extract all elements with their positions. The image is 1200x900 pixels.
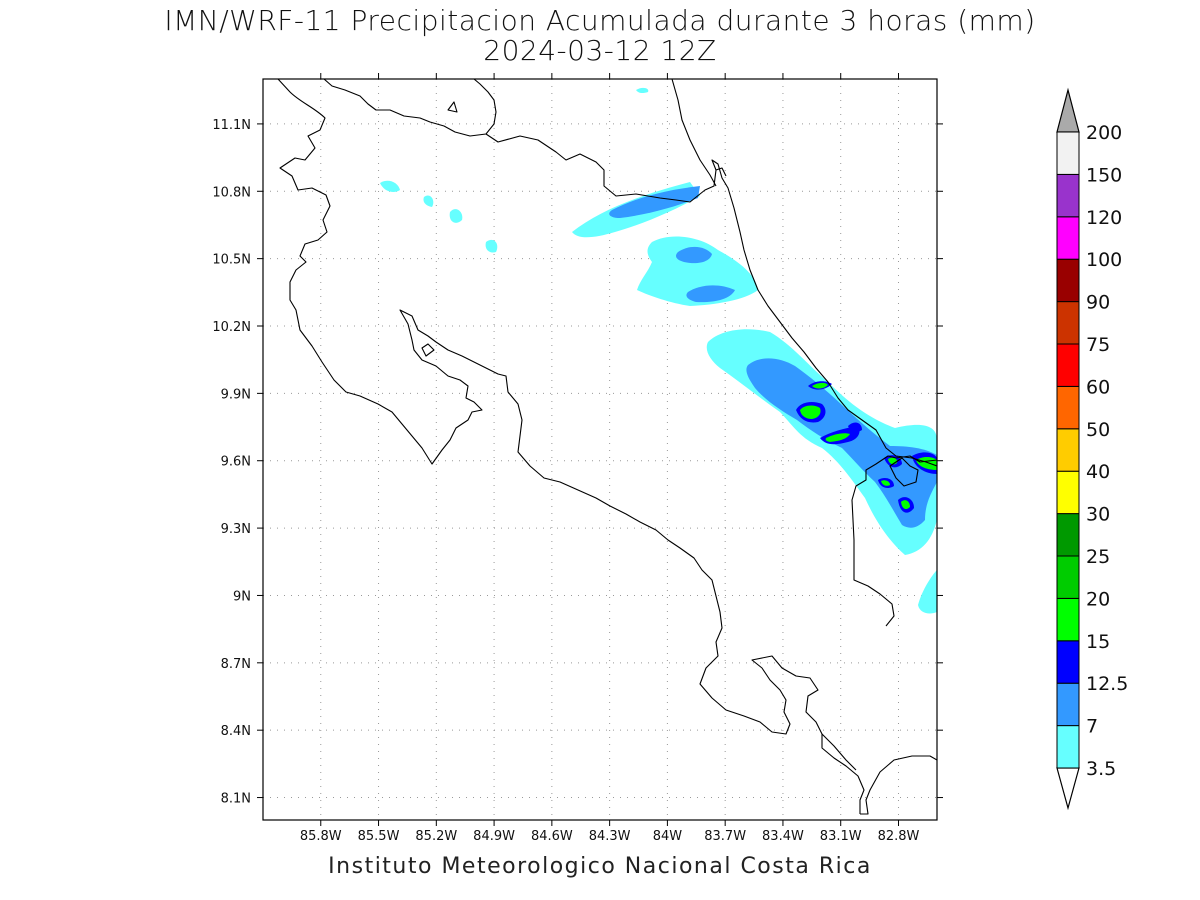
colorbar-swatch bbox=[1056, 216, 1080, 260]
colorbar-label: 40 bbox=[1086, 461, 1110, 483]
colorbar-swatch bbox=[1056, 343, 1080, 387]
lat-tick-label: 9.6N bbox=[221, 455, 251, 470]
lat-tick-label: 10.2N bbox=[212, 320, 251, 335]
colorbar-min-arrow bbox=[1056, 767, 1080, 811]
colorbar: 3.5 7 12.5 15 20 25 30 40 50 60 75 90 100 120 150 200 bbox=[1056, 87, 1128, 811]
lat-tick-label: 9.3N bbox=[221, 522, 251, 537]
lon-tick-label: 83.1W bbox=[820, 829, 862, 844]
colorbar-label: 120 bbox=[1086, 207, 1122, 229]
lon-tick-label: 84.6W bbox=[531, 829, 573, 844]
colorbar-label: 25 bbox=[1086, 546, 1110, 568]
lat-tick-label: 11.1N bbox=[212, 118, 251, 133]
lat-tick-label: 10.8N bbox=[212, 185, 251, 200]
map-frame bbox=[262, 78, 938, 821]
colorbar-label: 30 bbox=[1086, 504, 1110, 526]
colorbar-swatch bbox=[1056, 385, 1080, 430]
lon-tick-label: 82.8W bbox=[878, 829, 920, 844]
colorbar-max-arrow bbox=[1056, 87, 1080, 133]
lon-tick-label: 83.4W bbox=[762, 829, 804, 844]
lon-tick-label: 85.8W bbox=[300, 829, 342, 844]
lon-tick-label: 84W bbox=[653, 829, 683, 844]
lon-tick-label: 84.9W bbox=[473, 829, 515, 844]
colorbar-swatch bbox=[1056, 725, 1080, 769]
lat-tick-label: 9.9N bbox=[221, 387, 251, 402]
colorbar-swatch bbox=[1056, 555, 1080, 599]
colorbar-label: 7 bbox=[1086, 716, 1098, 738]
colorbar-swatch bbox=[1056, 173, 1080, 218]
colorbar-label: 3.5 bbox=[1086, 758, 1116, 780]
colorbar-label: 150 bbox=[1086, 164, 1122, 186]
footer-credit: Instituto Meteorologico Nacional Costa R… bbox=[328, 854, 872, 879]
colorbar-swatch bbox=[1056, 301, 1080, 345]
lat-tick-label: 8.4N bbox=[221, 724, 251, 739]
colorbar-label: 60 bbox=[1086, 376, 1110, 398]
map-subtitle: 2024-03-12 12Z bbox=[483, 34, 717, 67]
precip-15mm bbox=[800, 382, 937, 510]
lat-tick-label: 8.7N bbox=[221, 657, 251, 672]
lat-tick-label: 9N bbox=[233, 589, 251, 604]
colorbar-label: 15 bbox=[1086, 631, 1110, 653]
colorbar-label: 75 bbox=[1086, 334, 1110, 356]
map-gridlines bbox=[263, 79, 937, 820]
colorbar-swatch bbox=[1056, 640, 1080, 684]
colorbar-swatch bbox=[1056, 258, 1080, 303]
colorbar-label: 90 bbox=[1086, 292, 1110, 314]
colorbar-swatch bbox=[1056, 428, 1080, 472]
colorbar-swatch bbox=[1056, 513, 1080, 557]
lat-tick-label: 8.1N bbox=[221, 792, 251, 807]
map-axes: 85.8W 85.5W 85.2W 84.9W 84.6W 84.3W 84W 83.7W 83… bbox=[212, 73, 943, 844]
lon-tick-label: 84.3W bbox=[589, 829, 631, 844]
colorbar-label: 12.5 bbox=[1086, 673, 1128, 695]
colorbar-swatch bbox=[1056, 597, 1080, 642]
colorbar-swatch bbox=[1056, 131, 1080, 175]
colorbar-label: 200 bbox=[1086, 122, 1122, 144]
lon-tick-label: 85.5W bbox=[358, 829, 400, 844]
colorbar-label: 50 bbox=[1086, 419, 1110, 441]
colorbar-swatch bbox=[1056, 682, 1080, 727]
lon-tick-label: 83.7W bbox=[704, 829, 746, 844]
colorbar-label: 100 bbox=[1086, 249, 1122, 271]
colorbar-swatch bbox=[1056, 470, 1080, 515]
coastline bbox=[277, 79, 937, 815]
colorbar-label: 20 bbox=[1086, 588, 1110, 610]
precipitation-field bbox=[380, 87, 937, 614]
map-title: IMN/WRF-11 Precipitacion Acumulada duran… bbox=[164, 4, 1036, 37]
lat-tick-label: 10.5N bbox=[212, 253, 251, 268]
lon-tick-label: 85.2W bbox=[415, 829, 457, 844]
